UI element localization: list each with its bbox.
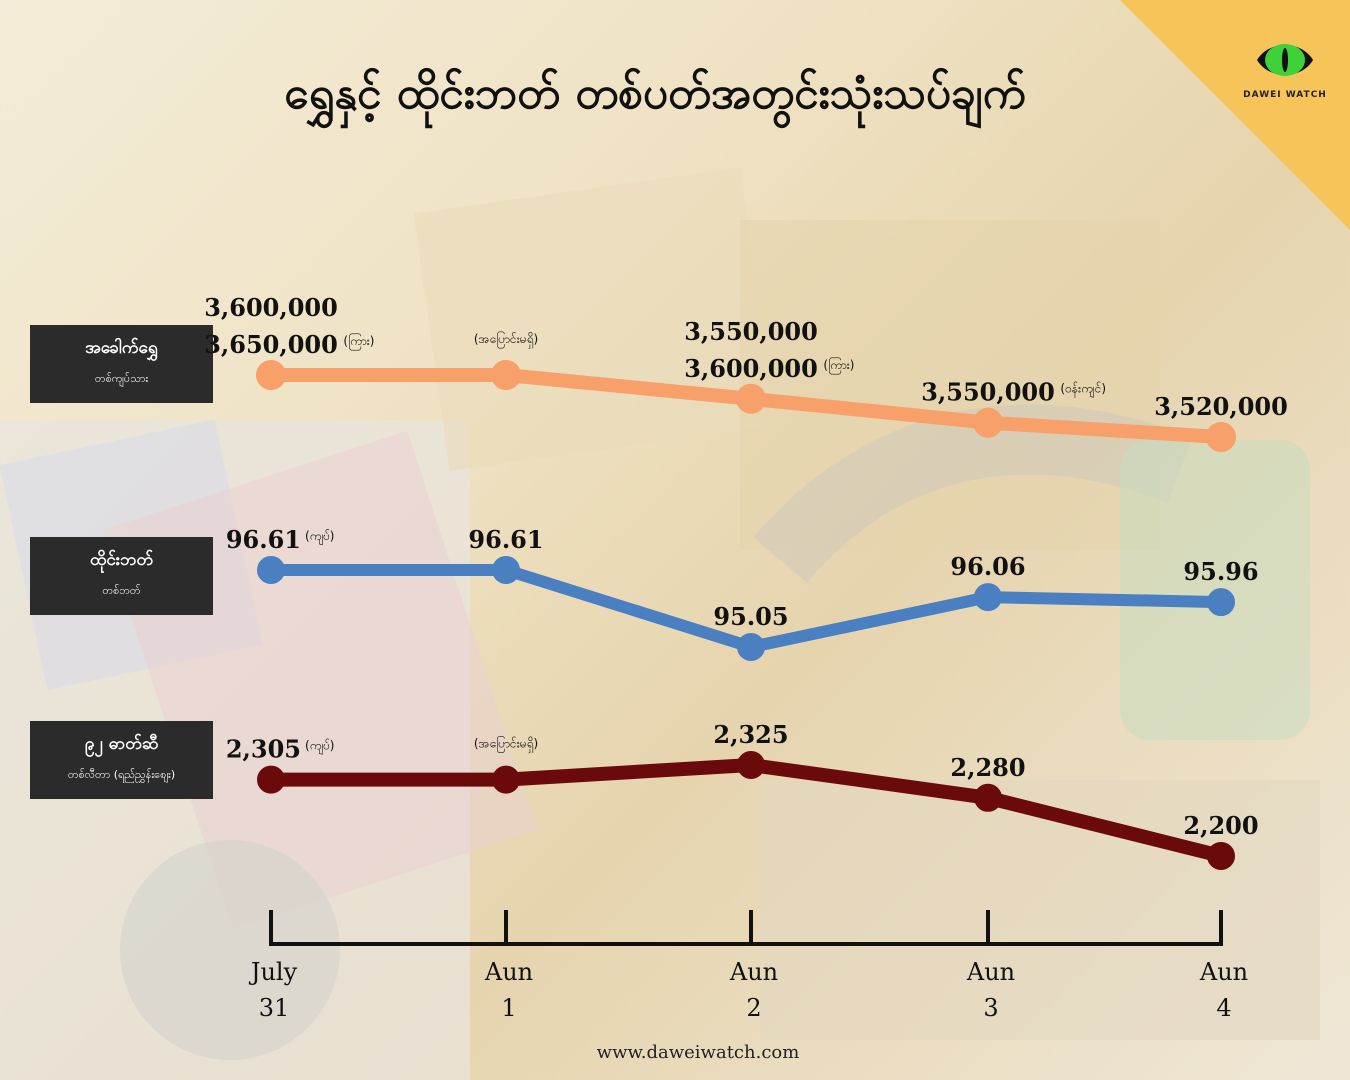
- data-point-0-4: [1206, 422, 1236, 452]
- data-label-2-4-0: 2,200: [1183, 811, 1258, 840]
- data-note-0-2: (ကြား): [823, 356, 854, 375]
- data-label-1-1-0: 96.61: [468, 525, 543, 554]
- data-point-2-1: [492, 765, 520, 794]
- series-name-baht: ထိုင်းဘတ်: [89, 550, 154, 570]
- data-label-0-2-0: 3,550,000: [684, 317, 818, 346]
- data-point-2-0: [257, 765, 285, 794]
- series-name-fuel: ၉၂ ဓာတ်ဆီ: [84, 734, 159, 754]
- series-name-gold: အခေါက်ရွှေ: [85, 338, 158, 358]
- x-tick-label-2: Aun: [729, 958, 778, 986]
- data-point-2-3: [974, 783, 1002, 812]
- data-label-0-0-0: 3,600,000: [204, 293, 338, 322]
- series-label-baht: ထိုင်းဘတ် တစ်ဘတ်: [30, 537, 213, 615]
- series-unit-fuel: တစ်လီတာ (ရည်ညွှန်းစျေး): [67, 768, 176, 781]
- data-point-0-2: [736, 383, 766, 414]
- data-label-0-3-0: 3,550,000: [921, 378, 1055, 407]
- website-url: www.daweiwatch.com: [596, 1042, 800, 1063]
- brand-logo: DAWEI WATCH: [1240, 38, 1330, 100]
- data-label-2-3-0: 2,280: [950, 753, 1025, 782]
- x-tick-label-4: Aun: [1199, 958, 1248, 986]
- x-tick-label-1: Aun: [484, 958, 533, 986]
- data-point-0-3: [973, 407, 1003, 438]
- series-label-gold: အခေါက်ရွှေ တစ်ကျပ်သား: [30, 325, 213, 403]
- series-unit-baht: တစ်ဘတ်: [102, 584, 141, 597]
- data-note-1-0: (ကျပ်): [305, 528, 334, 546]
- x-tick-sublabel-0: 31: [259, 994, 290, 1022]
- x-tick-sublabel-2: 2: [746, 994, 761, 1022]
- data-note-2-1: (အပြောင်းမရှိ): [474, 735, 538, 754]
- data-point-1-2: [737, 633, 765, 661]
- data-label-2-0-0: 2,305: [226, 735, 301, 764]
- data-point-1-4: [1207, 588, 1235, 617]
- page-title: ရွှေနှင့် ထိုင်းဘတ် တစ်ပတ်အတွင်းသုံးသပ်ခ…: [284, 68, 1026, 119]
- series-unit-gold: တစ်ကျပ်သား: [94, 372, 149, 385]
- data-label-2-2-0: 2,325: [713, 720, 788, 749]
- data-label-1-4-0: 95.96: [1183, 557, 1258, 586]
- data-point-2-4: [1207, 842, 1235, 870]
- brand-name: DAWEI WATCH: [1243, 90, 1327, 100]
- corner-accent: [1120, 0, 1350, 230]
- x-tick-sublabel-4: 4: [1216, 994, 1231, 1022]
- data-label-1-3-0: 96.06: [950, 552, 1025, 581]
- data-note-2-0: (ကျပ်): [305, 738, 334, 756]
- series-line-2: [271, 758, 1223, 863]
- data-label-0-4-0: 3,520,000: [1154, 392, 1288, 421]
- data-point-0-0: [256, 360, 286, 390]
- data-note-0-0: (ကြား): [343, 332, 374, 351]
- data-point-2-2: [737, 751, 765, 779]
- data-note-0-1: (အပြောင်းမရှိ): [474, 330, 538, 349]
- data-label-0-0-1: 3,650,000: [204, 330, 338, 359]
- data-label-0-2-1: 3,600,000: [684, 354, 818, 383]
- data-point-1-3: [974, 583, 1002, 612]
- x-tick-sublabel-1: 1: [501, 994, 516, 1022]
- x-tick-label-3: Aun: [966, 958, 1015, 986]
- data-point-1-0: [257, 556, 285, 584]
- series-label-fuel: ၉၂ ဓာတ်ဆီ တစ်လီတာ (ရည်ညွှန်းစျေး): [30, 721, 213, 799]
- eye-icon: [1257, 44, 1313, 76]
- data-label-1-2-0: 95.05: [713, 602, 788, 631]
- x-tick-sublabel-3: 3: [983, 994, 998, 1022]
- data-label-1-0-0: 96.61: [226, 525, 301, 554]
- data-point-0-1: [491, 360, 521, 390]
- data-point-1-1: [492, 556, 520, 584]
- x-tick-label-0: July: [248, 958, 298, 986]
- data-note-0-3: (ဝန်းကျင်): [1060, 381, 1106, 399]
